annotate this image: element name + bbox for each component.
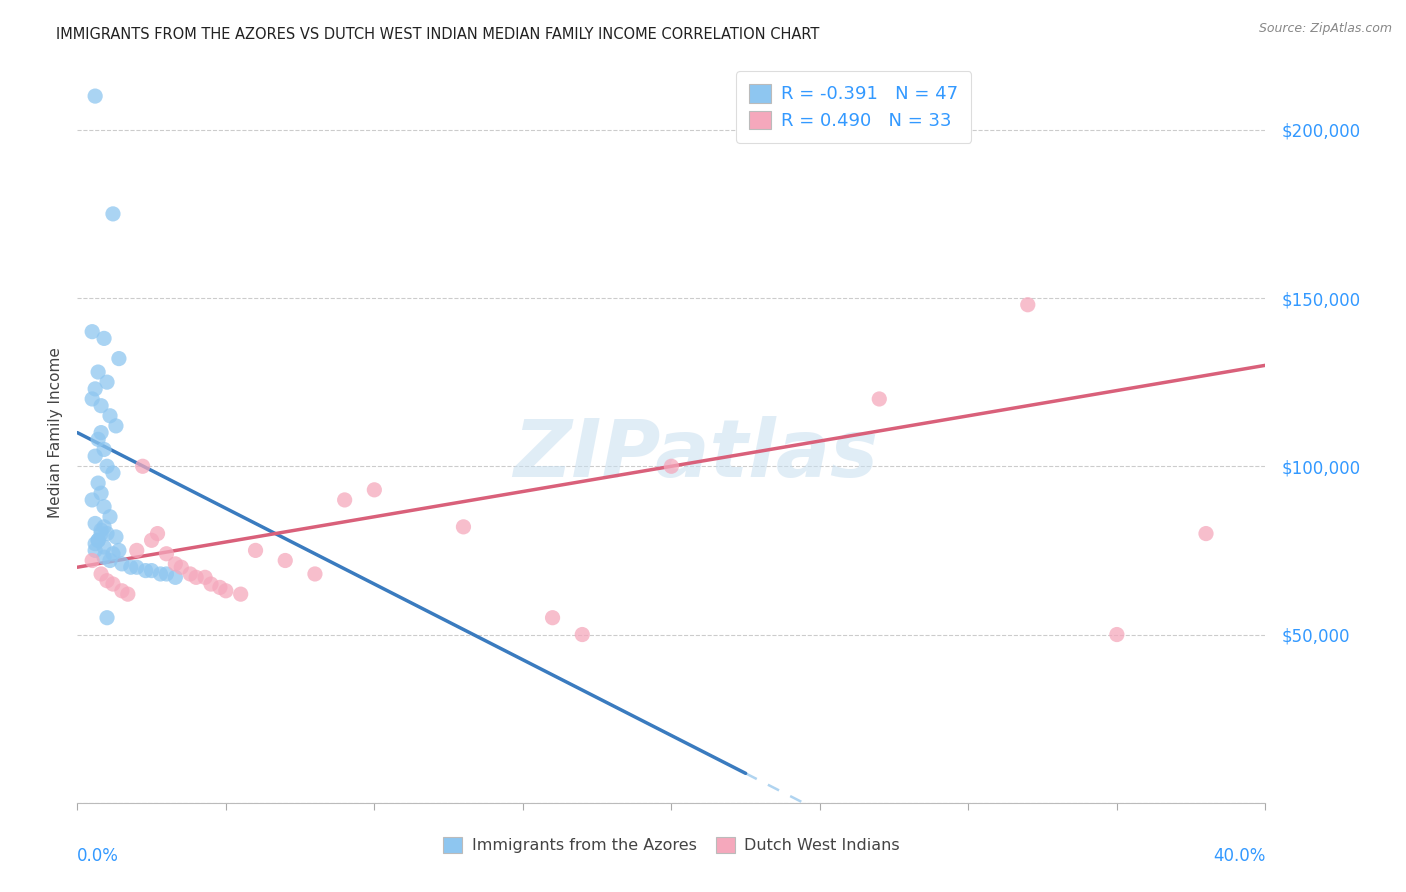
Point bbox=[98, 509, 121, 524]
Point bbox=[141, 564, 163, 578]
Point bbox=[90, 486, 112, 500]
Point bbox=[93, 331, 115, 345]
Point bbox=[90, 523, 112, 537]
Y-axis label: Median Family Income: Median Family Income bbox=[48, 347, 63, 518]
Point bbox=[179, 566, 201, 581]
Point bbox=[96, 459, 118, 474]
Point bbox=[149, 566, 172, 581]
Point bbox=[104, 530, 127, 544]
Point bbox=[274, 553, 297, 567]
Point bbox=[108, 351, 131, 366]
Point bbox=[87, 476, 110, 491]
Point bbox=[90, 526, 112, 541]
Point bbox=[93, 550, 115, 565]
Point bbox=[165, 557, 187, 571]
Point bbox=[82, 392, 104, 406]
Point bbox=[93, 500, 115, 514]
Point bbox=[363, 483, 385, 497]
Point bbox=[111, 583, 134, 598]
Point bbox=[661, 459, 683, 474]
Point bbox=[93, 520, 115, 534]
Point bbox=[101, 466, 124, 480]
Text: 40.0%: 40.0% bbox=[1213, 847, 1265, 865]
Point bbox=[82, 325, 104, 339]
Point bbox=[84, 536, 107, 550]
Point bbox=[82, 553, 104, 567]
Point bbox=[165, 570, 187, 584]
Point bbox=[96, 375, 118, 389]
Point bbox=[1195, 526, 1218, 541]
Point bbox=[101, 207, 124, 221]
Point bbox=[87, 533, 110, 548]
Point bbox=[101, 577, 124, 591]
Text: 0.0%: 0.0% bbox=[77, 847, 120, 865]
Point bbox=[453, 520, 475, 534]
Point bbox=[146, 526, 169, 541]
Point bbox=[96, 610, 118, 624]
Point bbox=[120, 560, 142, 574]
Point bbox=[571, 627, 593, 641]
Point bbox=[135, 564, 157, 578]
Point bbox=[108, 543, 131, 558]
Point bbox=[90, 566, 112, 581]
Point bbox=[111, 557, 134, 571]
Point bbox=[131, 459, 153, 474]
Text: IMMIGRANTS FROM THE AZORES VS DUTCH WEST INDIAN MEDIAN FAMILY INCOME CORRELATION: IMMIGRANTS FROM THE AZORES VS DUTCH WEST… bbox=[56, 27, 820, 42]
Point bbox=[170, 560, 193, 574]
Point bbox=[84, 449, 107, 463]
Point bbox=[98, 553, 121, 567]
Point bbox=[125, 560, 148, 574]
Point bbox=[200, 577, 222, 591]
Point bbox=[117, 587, 139, 601]
Point bbox=[186, 570, 208, 584]
Point bbox=[155, 566, 177, 581]
Point bbox=[208, 581, 231, 595]
Point bbox=[84, 543, 107, 558]
Point bbox=[90, 399, 112, 413]
Point bbox=[1105, 627, 1128, 641]
Point bbox=[87, 365, 110, 379]
Point bbox=[96, 574, 118, 588]
Point bbox=[98, 409, 121, 423]
Point bbox=[541, 610, 564, 624]
Point bbox=[87, 433, 110, 447]
Point bbox=[93, 540, 115, 554]
Point bbox=[304, 566, 326, 581]
Point bbox=[84, 382, 107, 396]
Point bbox=[87, 533, 110, 548]
Point bbox=[90, 425, 112, 440]
Point bbox=[155, 547, 177, 561]
Text: Source: ZipAtlas.com: Source: ZipAtlas.com bbox=[1258, 22, 1392, 36]
Point bbox=[96, 526, 118, 541]
Point bbox=[125, 543, 148, 558]
Point bbox=[101, 547, 124, 561]
Point bbox=[82, 492, 104, 507]
Point bbox=[104, 418, 127, 433]
Text: ZIPatlas: ZIPatlas bbox=[513, 416, 877, 494]
Point bbox=[868, 392, 890, 406]
Legend: Immigrants from the Azores, Dutch West Indians: Immigrants from the Azores, Dutch West I… bbox=[434, 829, 908, 862]
Point bbox=[245, 543, 267, 558]
Point bbox=[93, 442, 115, 457]
Point bbox=[194, 570, 217, 584]
Point bbox=[1017, 298, 1039, 312]
Point bbox=[141, 533, 163, 548]
Point bbox=[333, 492, 356, 507]
Point bbox=[84, 89, 107, 103]
Point bbox=[84, 516, 107, 531]
Point bbox=[229, 587, 252, 601]
Point bbox=[215, 583, 238, 598]
